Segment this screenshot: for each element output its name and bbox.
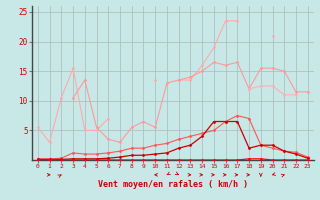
X-axis label: Vent moyen/en rafales ( km/h ): Vent moyen/en rafales ( km/h ) xyxy=(98,180,248,189)
